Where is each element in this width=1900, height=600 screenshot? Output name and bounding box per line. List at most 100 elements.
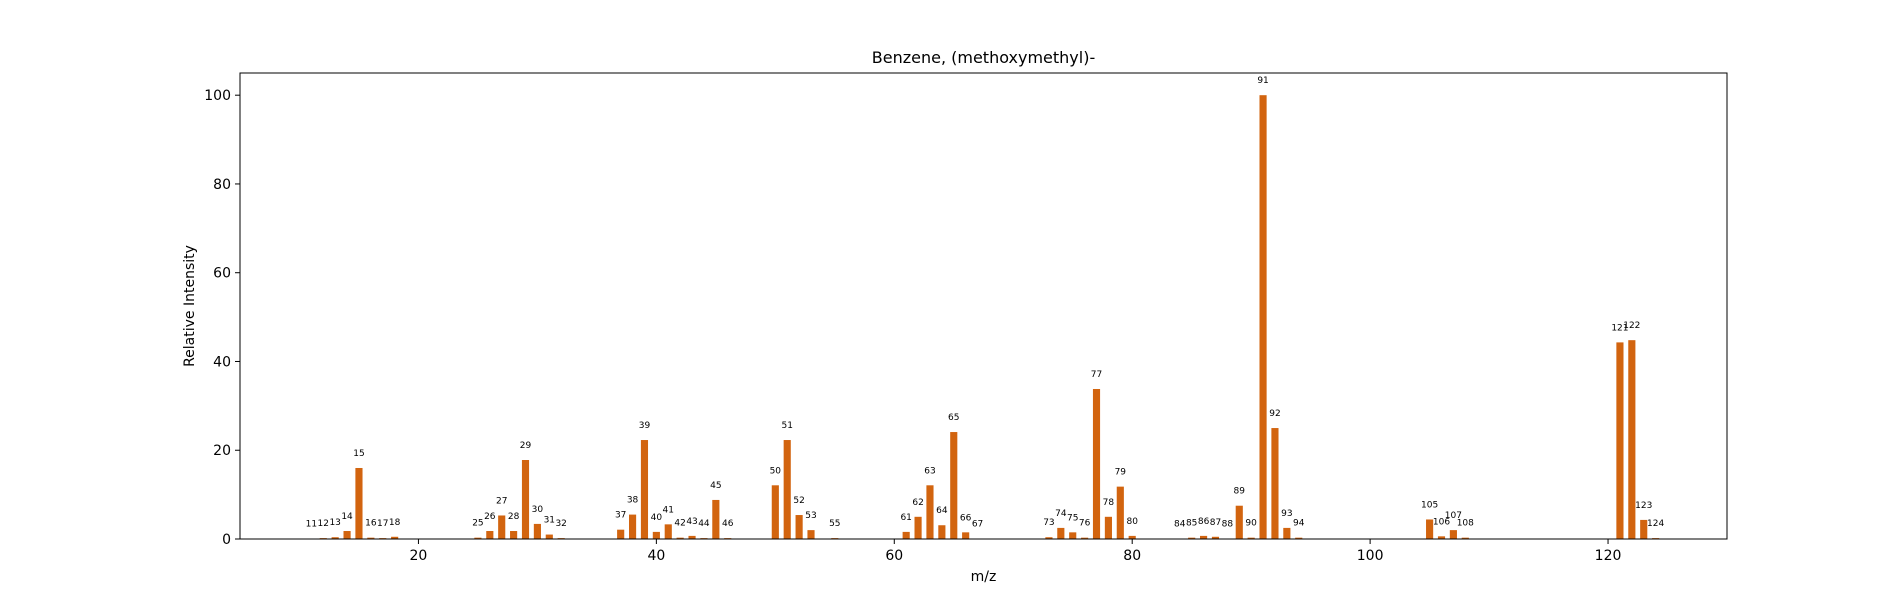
bar-mz-92 (1271, 428, 1279, 539)
y-tick-label-20: 20 (213, 443, 231, 459)
bar-label-mz-74: 74 (1055, 509, 1067, 519)
bar-mz-93 (1283, 527, 1291, 539)
bar-mz-75 (1069, 532, 1077, 539)
bar-label-mz-94: 94 (1293, 519, 1305, 529)
bar-mz-105 (1426, 519, 1434, 539)
bar-mz-89 (1235, 505, 1243, 539)
bar-mz-79 (1116, 486, 1124, 539)
bar-label-mz-62: 62 (912, 498, 923, 508)
bar-label-mz-80: 80 (1126, 517, 1138, 527)
bars-group (307, 95, 1660, 539)
bar-label-mz-86: 86 (1198, 517, 1210, 527)
bar-mz-28 (510, 531, 518, 539)
bar-label-mz-25: 25 (472, 519, 483, 529)
bar-label-mz-50: 50 (770, 466, 782, 476)
bar-label-mz-124: 124 (1647, 519, 1664, 529)
bar-label-mz-32: 32 (555, 519, 566, 529)
bar-label-mz-41: 41 (663, 505, 674, 515)
bar-mz-13 (331, 537, 339, 539)
bar-mz-106 (1437, 536, 1446, 539)
y-tick-label-100: 100 (204, 88, 231, 104)
x-axis-ticks: 20 40 60 80 100 120 (410, 539, 1621, 564)
bar-label-mz-40: 40 (651, 513, 663, 523)
bar-mz-30 (533, 523, 541, 539)
bar-mz-74 (1057, 527, 1065, 539)
bar-label-mz-77: 77 (1091, 370, 1102, 380)
y-tick-label-40: 40 (213, 354, 231, 370)
bar-label-mz-89: 89 (1234, 487, 1246, 497)
bar-mz-108 (1461, 537, 1469, 539)
bar-mz-86 (1200, 535, 1208, 539)
bar-mz-73 (1045, 537, 1053, 539)
y-tick-label-0: 0 (222, 532, 231, 548)
bar-mz-76 (1081, 537, 1089, 539)
bar-label-mz-16: 16 (365, 519, 377, 529)
bar-label-mz-123: 123 (1635, 501, 1652, 511)
bar-label-mz-63: 63 (924, 466, 935, 476)
bar-mz-80 (1128, 535, 1136, 539)
bar-mz-18 (391, 536, 399, 539)
bar-label-mz-27: 27 (496, 496, 507, 506)
bar-label-mz-107: 107 (1445, 511, 1462, 521)
bar-mz-15 (355, 467, 363, 539)
bar-mz-121 (1616, 342, 1624, 539)
bar-label-mz-28: 28 (508, 512, 520, 522)
bar-label-mz-78: 78 (1103, 498, 1115, 508)
bar-label-mz-26: 26 (484, 512, 496, 522)
bar-mz-41 (664, 524, 672, 539)
bar-label-mz-66: 66 (960, 513, 972, 523)
bar-mz-107 (1449, 530, 1457, 539)
bar-mz-87 (1211, 536, 1220, 539)
bar-mz-37 (617, 529, 625, 539)
bar-label-mz-65: 65 (948, 413, 959, 423)
bar-mz-25 (474, 537, 482, 539)
bar-label-mz-30: 30 (532, 505, 544, 515)
bar-mz-52 (795, 515, 803, 539)
bar-label-mz-15: 15 (353, 449, 364, 459)
bar-label-mz-11: 11 (306, 520, 317, 530)
bar-mz-65 (950, 432, 958, 539)
bar-label-mz-39: 39 (639, 421, 651, 431)
y-tick-label-80: 80 (213, 177, 231, 193)
bar-label-mz-45: 45 (710, 481, 721, 491)
bar-label-mz-92: 92 (1269, 409, 1280, 419)
bar-label-mz-42: 42 (674, 519, 685, 529)
bar-label-mz-108: 108 (1457, 519, 1474, 529)
bar-label-mz-87: 87 (1210, 518, 1221, 528)
bar-mz-39 (640, 440, 649, 539)
bar-label-mz-37: 37 (615, 511, 626, 521)
bar-mz-64 (938, 525, 946, 539)
bar-label-mz-106: 106 (1433, 517, 1450, 527)
bar-label-mz-55: 55 (829, 519, 840, 529)
bar-label-mz-43: 43 (686, 517, 697, 527)
bar-label-mz-75: 75 (1067, 513, 1078, 523)
bar-label-mz-88: 88 (1222, 520, 1234, 530)
bar-mz-78 (1104, 516, 1112, 539)
bar-label-mz-67: 67 (972, 520, 983, 530)
y-axis-ticks: 0 20 40 60 80 100 (204, 88, 240, 548)
bar-mz-38 (628, 514, 637, 539)
bar-mz-42 (676, 537, 684, 539)
bar-label-mz-121: 121 (1611, 323, 1628, 333)
bar-mz-26 (486, 531, 494, 539)
bar-mz-27 (498, 515, 506, 539)
bar-label-mz-14: 14 (341, 512, 353, 522)
bar-label-mz-79: 79 (1115, 468, 1127, 478)
x-tick-label-60: 60 (885, 548, 903, 564)
bar-mz-123 (1640, 519, 1648, 539)
bar-mz-53 (807, 530, 815, 539)
bar-label-mz-93: 93 (1281, 509, 1292, 519)
bar-label-mz-13: 13 (329, 518, 340, 528)
bar-mz-29 (521, 460, 530, 539)
bar-label-mz-73: 73 (1043, 518, 1054, 528)
x-tick-label-20: 20 (410, 548, 428, 564)
bar-label-mz-64: 64 (936, 506, 948, 516)
bar-mz-50 (771, 485, 779, 539)
bar-mz-62 (914, 516, 922, 539)
bar-mz-63 (926, 485, 934, 539)
bar-label-mz-44: 44 (698, 519, 710, 529)
y-axis-label: Relative Intensity (182, 245, 198, 367)
bar-label-mz-51: 51 (781, 421, 792, 431)
